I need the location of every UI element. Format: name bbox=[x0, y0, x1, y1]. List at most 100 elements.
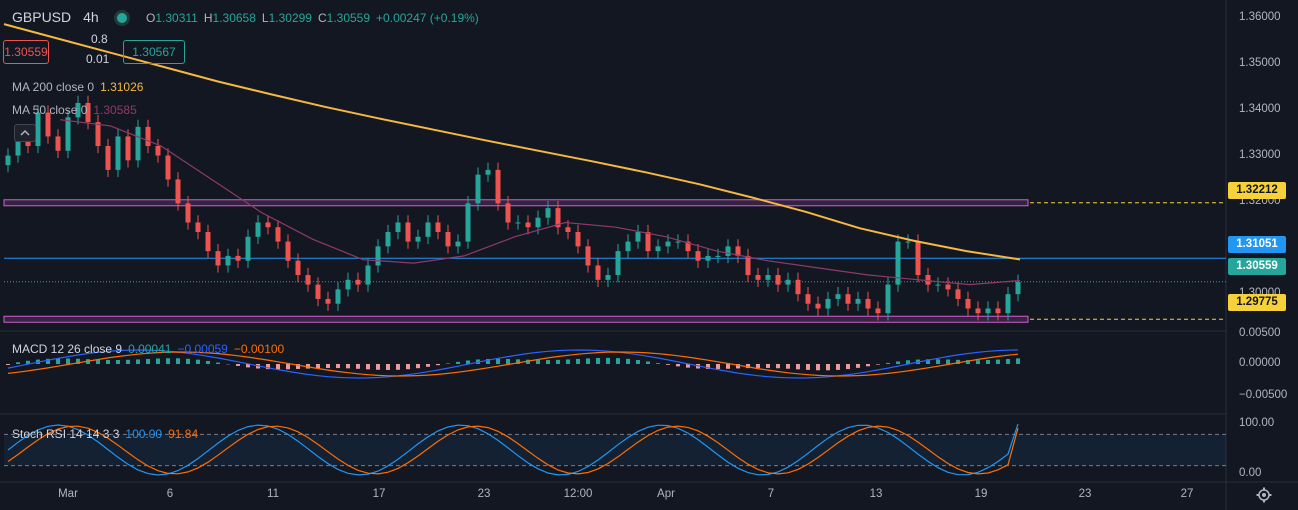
macd-histogram-bar bbox=[996, 359, 1000, 364]
macd-histogram-bar bbox=[596, 357, 600, 364]
symbol-name[interactable]: GBPUSD bbox=[12, 9, 72, 25]
candle-body bbox=[685, 241, 691, 252]
ma50-legend[interactable]: MA 50 close 0 1.30585 bbox=[12, 103, 137, 117]
time-tick-label: 13 bbox=[869, 488, 883, 500]
macd-line-value: −0.00059 bbox=[177, 342, 228, 356]
candle-body bbox=[625, 241, 631, 252]
macd-histogram-bar bbox=[266, 364, 270, 370]
macd-histogram-bar bbox=[146, 358, 150, 364]
candle-body bbox=[605, 275, 611, 280]
candle-body bbox=[825, 298, 831, 309]
candle-body bbox=[45, 112, 51, 137]
candle-body bbox=[515, 222, 521, 224]
macd-histogram-bar bbox=[726, 364, 730, 369]
macd-histogram-bar bbox=[176, 358, 180, 364]
macd-histogram-bar bbox=[786, 364, 790, 369]
candle-body bbox=[985, 308, 991, 314]
candle-body bbox=[315, 284, 321, 299]
candle-body bbox=[185, 203, 191, 223]
macd-histogram-bar bbox=[306, 364, 310, 369]
macd-histogram-bar bbox=[866, 364, 870, 367]
candle-body bbox=[645, 232, 651, 252]
candle-body bbox=[215, 251, 221, 266]
time-tick-label: 23 bbox=[1078, 488, 1092, 500]
candle-body bbox=[415, 236, 421, 242]
price-tick-label: 1.33000 bbox=[1239, 149, 1281, 161]
candle-body bbox=[555, 208, 561, 228]
macd-histogram-bar bbox=[66, 358, 70, 364]
ohlc-legend: O1.30311 H1.30658 L1.30299 C1.30559 +0.0… bbox=[146, 11, 479, 25]
candle-body bbox=[465, 203, 471, 242]
ohlc-open: O1.30311 bbox=[146, 11, 198, 25]
macd-histogram-bar bbox=[656, 363, 660, 364]
macd-histogram-bar bbox=[126, 359, 130, 364]
price-tick-label: 1.36000 bbox=[1239, 11, 1281, 23]
macd-histogram-bar bbox=[806, 364, 810, 370]
candle-body bbox=[335, 289, 341, 304]
macd-histogram-bar bbox=[616, 358, 620, 364]
macd-histogram-bar bbox=[966, 360, 970, 364]
macd-tick-label: 0.00500 bbox=[1239, 327, 1281, 339]
candle-body bbox=[525, 222, 531, 228]
macd-histogram-bar bbox=[336, 364, 340, 369]
stochrsi-d-value: 91.84 bbox=[168, 427, 199, 441]
macd-histogram-bar bbox=[376, 364, 380, 370]
time-tick-label: 19 bbox=[974, 488, 988, 500]
ohlc-close: C1.30559 bbox=[317, 11, 371, 25]
candlesticks bbox=[5, 95, 1021, 321]
stochrsi-tick-label: 0.00 bbox=[1239, 467, 1262, 479]
buy-button[interactable]: 1.30567 bbox=[123, 40, 185, 64]
candle-body bbox=[735, 246, 741, 256]
candle-body bbox=[155, 145, 161, 156]
sell-button[interactable]: 1.30559 bbox=[3, 40, 49, 64]
settings-gear-icon[interactable] bbox=[1256, 487, 1272, 503]
candle-body bbox=[635, 232, 641, 242]
candle-body bbox=[235, 255, 241, 261]
macd-histogram-bar bbox=[646, 361, 650, 364]
stochrsi-legend[interactable]: Stoch RSI 14 14 3 3 100.00 91.84 bbox=[12, 427, 199, 441]
macd-histogram-bar bbox=[406, 364, 410, 370]
candle-body bbox=[175, 179, 181, 204]
macd-histogram-bar bbox=[636, 359, 640, 364]
support-zone bbox=[3, 315, 1029, 323]
macd-histogram-bar bbox=[296, 364, 300, 369]
lot-size[interactable]: 0.01 bbox=[86, 52, 110, 66]
candle-body bbox=[85, 102, 91, 123]
market-status-icon[interactable] bbox=[114, 10, 130, 26]
ohlc-high: H1.30658 bbox=[203, 11, 256, 25]
chevron-up-icon bbox=[20, 129, 30, 136]
ma200-legend[interactable]: MA 200 close 0 1.31026 bbox=[12, 80, 144, 94]
macd-histogram-bar bbox=[566, 359, 570, 364]
candle-body bbox=[575, 232, 581, 247]
macd-histogram-bar bbox=[416, 364, 420, 369]
macd-histogram-bar bbox=[956, 359, 960, 364]
candle-body bbox=[95, 122, 101, 146]
symbol-legend: GBPUSD 4h bbox=[12, 9, 99, 25]
macd-legend[interactable]: MACD 12 26 close 9 0.00041 −0.00059 −0.0… bbox=[12, 342, 285, 356]
timeframe[interactable]: 4h bbox=[83, 9, 99, 25]
macd-histogram-bar bbox=[676, 364, 680, 367]
candle-body bbox=[545, 208, 551, 218]
candle-body bbox=[265, 222, 271, 228]
candle-body bbox=[295, 260, 301, 276]
macd-histogram-bar bbox=[926, 359, 930, 364]
candle-body bbox=[115, 136, 121, 170]
candle-body bbox=[815, 303, 821, 309]
macd-histogram-bar bbox=[286, 364, 290, 370]
candle-body bbox=[995, 308, 1001, 314]
candle-body bbox=[935, 284, 941, 286]
candle-body bbox=[975, 308, 981, 314]
macd-histogram-bar bbox=[486, 358, 490, 364]
candle-body bbox=[445, 232, 451, 247]
ohlc-change: +0.00247 (+0.19%) bbox=[376, 11, 479, 25]
macd-histogram-bar bbox=[796, 364, 800, 370]
candle-body bbox=[355, 279, 361, 285]
candle-body bbox=[715, 255, 721, 257]
candle-body bbox=[1005, 294, 1011, 314]
candle-body bbox=[145, 126, 151, 146]
macd-histogram-bar bbox=[976, 360, 980, 364]
macd-histogram-bar bbox=[606, 357, 610, 364]
collapse-legend-button[interactable] bbox=[14, 124, 36, 142]
